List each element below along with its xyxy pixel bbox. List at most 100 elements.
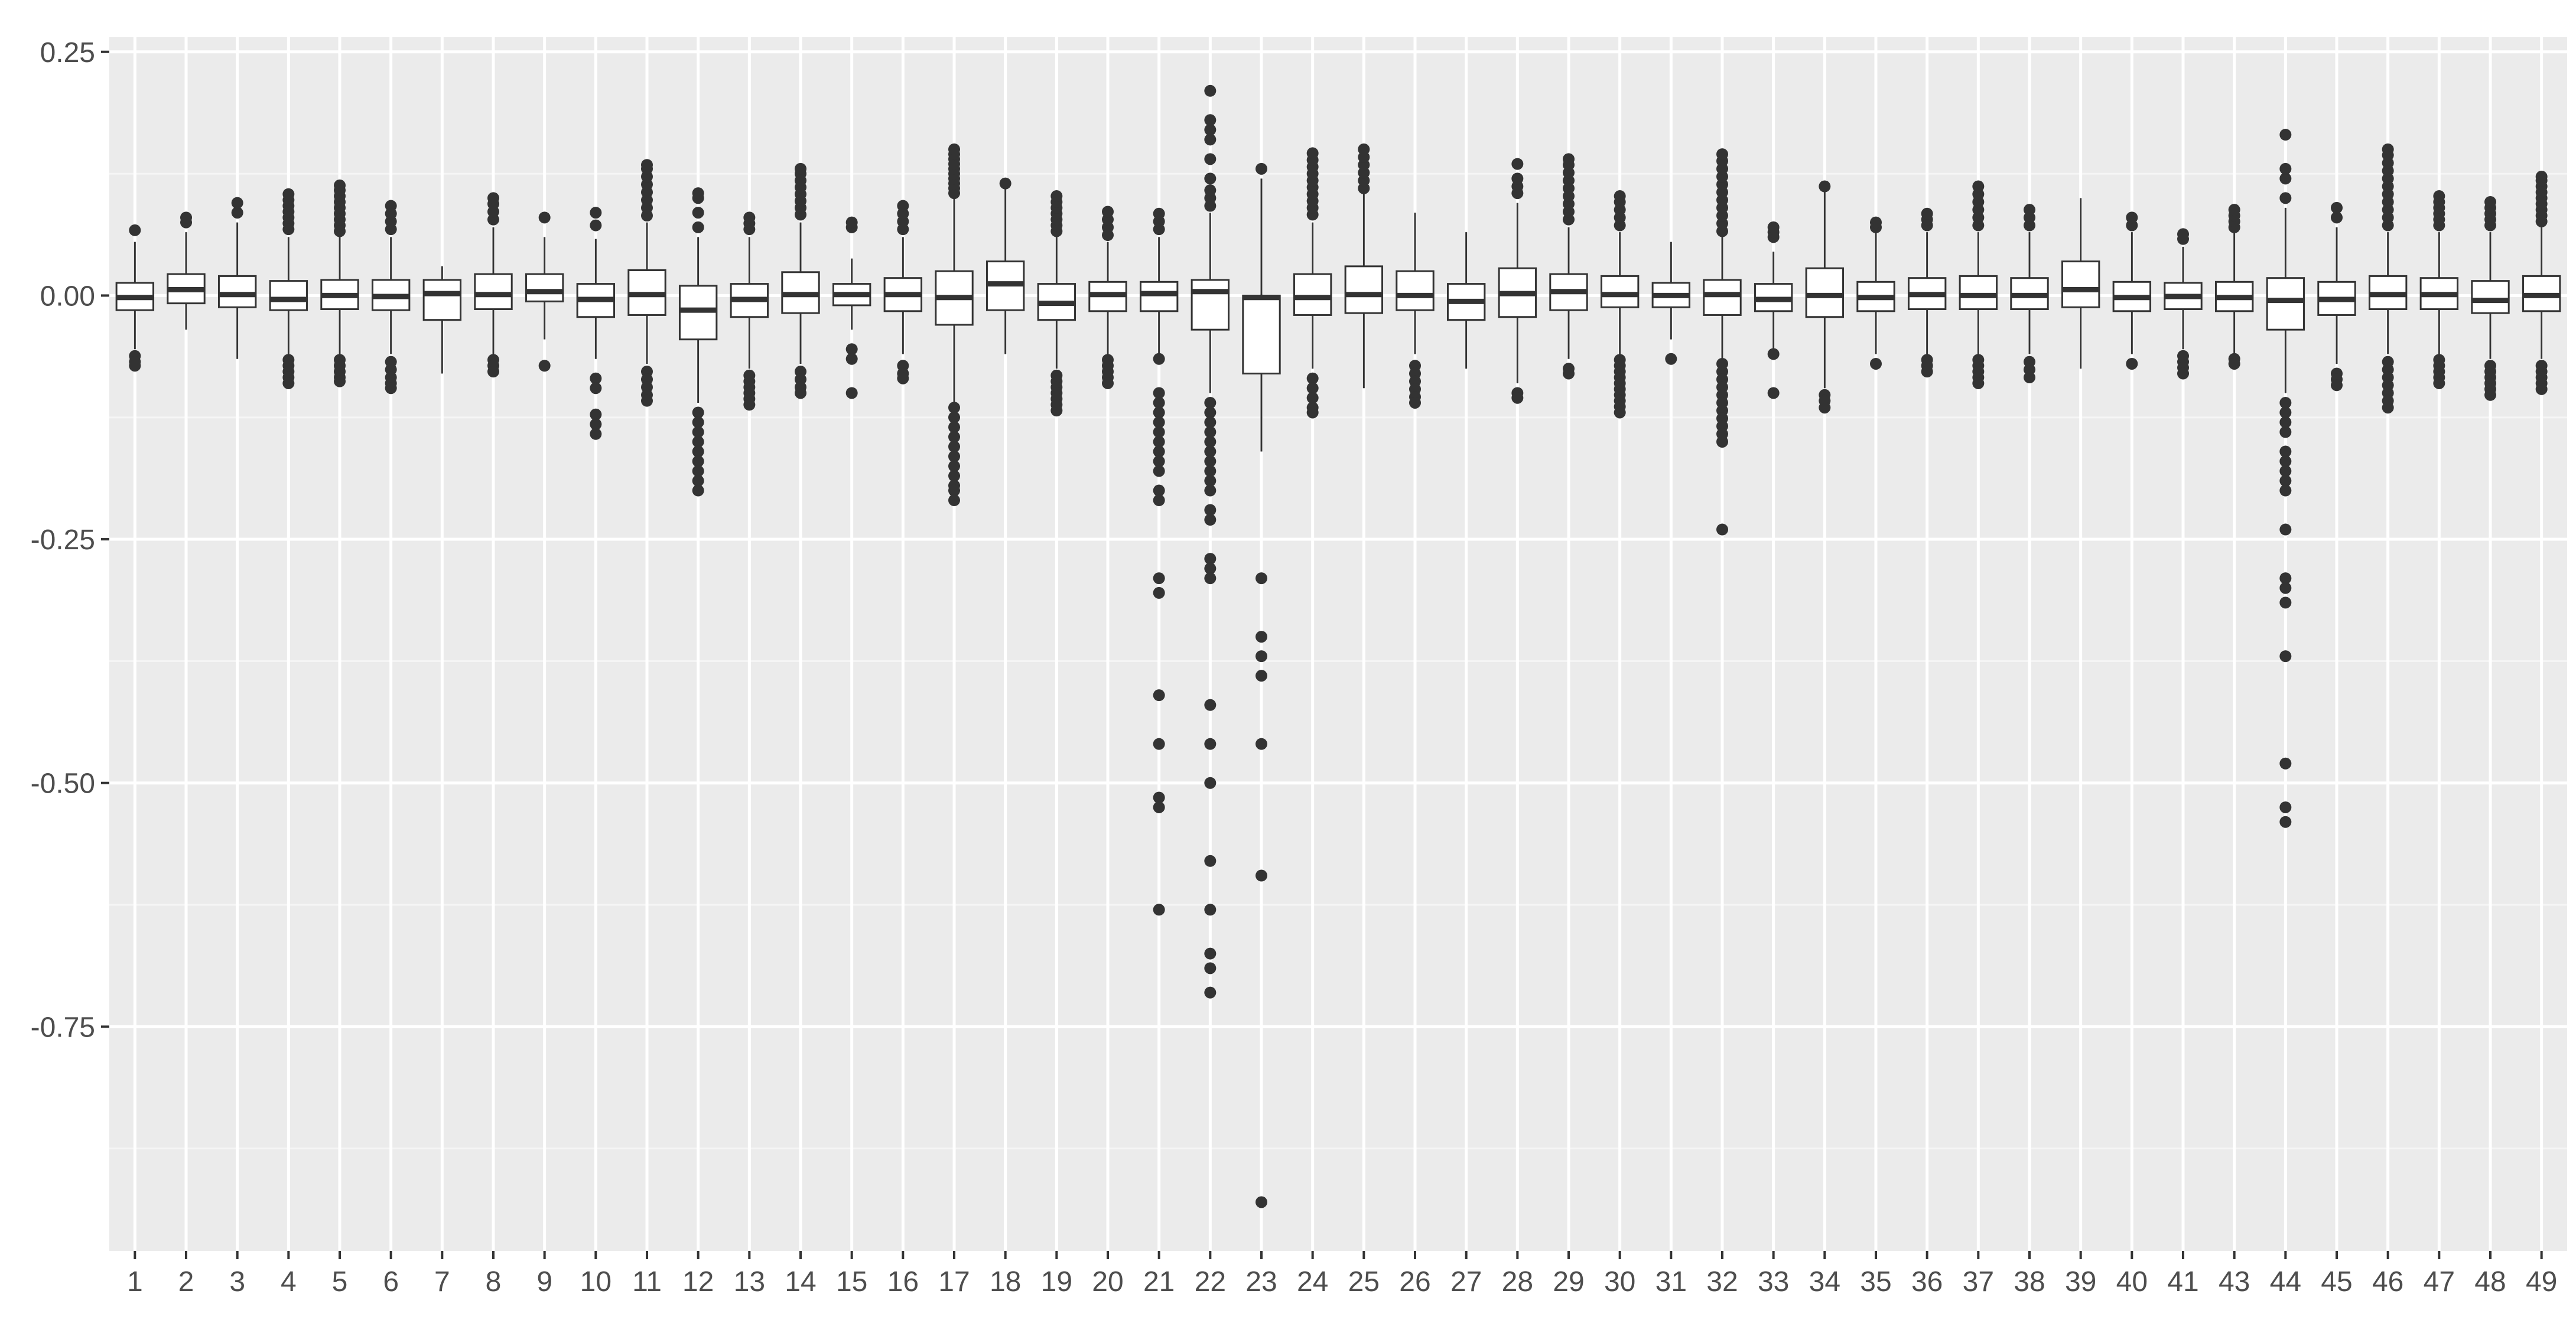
outlier-point <box>2279 416 2292 428</box>
box-15 <box>832 216 871 399</box>
x-tick-label: 24 <box>1297 1266 1328 1298</box>
outlier-point <box>1204 436 1217 448</box>
box-31 <box>1651 242 1691 365</box>
box-26 <box>1396 213 1435 409</box>
outlier-point <box>1511 158 1524 170</box>
outlier-point <box>2024 204 2035 216</box>
outlier-point <box>1204 84 1217 97</box>
box-5 <box>320 179 359 387</box>
box-32 <box>1703 148 1742 536</box>
outlier-point <box>948 143 960 155</box>
outlier-point <box>1153 904 1165 916</box>
box-40 <box>2112 211 2152 370</box>
outlier-point <box>590 372 602 384</box>
outlier-point <box>2279 801 2292 813</box>
outlier-point <box>180 211 192 224</box>
box-41 <box>2164 228 2203 380</box>
box-28 <box>1498 158 1537 404</box>
x-tick-label: 14 <box>785 1266 816 1298</box>
outlier-point <box>1409 396 1421 409</box>
y-tick-label: -0.75 <box>31 1012 95 1043</box>
outlier-point <box>2382 402 2394 414</box>
outlier-point <box>334 375 346 387</box>
iqr-box <box>1242 294 1281 374</box>
outlier-point <box>2126 357 2138 370</box>
outlier-point <box>2535 171 2548 183</box>
outlier-point <box>1153 465 1165 477</box>
x-tick-label: 39 <box>2065 1266 2096 1298</box>
x-tick-label: 35 <box>1860 1266 1891 1298</box>
y-tick-label: 0.00 <box>40 281 95 312</box>
outlier-point <box>1204 475 1217 487</box>
x-tick-label: 9 <box>536 1266 552 1298</box>
x-tick-label: 4 <box>281 1266 297 1298</box>
outlier-point <box>385 200 397 212</box>
outlier-point <box>538 211 551 224</box>
outlier-point <box>1921 366 1933 378</box>
outlier-point <box>487 192 499 204</box>
outlier-point <box>1204 114 1217 126</box>
x-tick-label: 43 <box>2219 1266 2250 1298</box>
x-tick-label: 6 <box>383 1266 399 1298</box>
outlier-point <box>2177 228 2189 240</box>
box-7 <box>422 266 462 374</box>
box-24 <box>1293 147 1332 419</box>
box-3 <box>217 197 257 359</box>
outlier-point <box>1767 387 1780 399</box>
outlier-point <box>2279 484 2292 497</box>
outlier-point <box>692 445 704 458</box>
y-axis: 0.25 0.00 -0.25 -0.50 -0.75 <box>31 37 109 1043</box>
outlier-point <box>1767 221 1780 233</box>
box-30 <box>1600 190 1640 419</box>
x-tick-label: 38 <box>2014 1266 2045 1298</box>
box-27 <box>1446 232 1486 369</box>
outlier-point <box>1204 123 1217 136</box>
x-tick-label: 28 <box>1502 1266 1533 1298</box>
x-tick-label: 5 <box>332 1266 348 1298</box>
x-tick-label: 37 <box>1963 1266 1994 1298</box>
outlier-point <box>1153 207 1165 220</box>
iqr-box <box>525 273 564 302</box>
outlier-point <box>1204 553 1217 565</box>
outlier-point <box>948 470 960 482</box>
outlier-point <box>1153 426 1165 438</box>
x-tick-label: 45 <box>2321 1266 2352 1298</box>
outlier-point <box>2331 211 2343 224</box>
outlier-point <box>1153 494 1165 507</box>
x-tick-label: 13 <box>734 1266 765 1298</box>
outlier-point <box>1204 962 1217 974</box>
iqr-box <box>2471 280 2510 314</box>
outlier-point <box>1306 392 1319 404</box>
iqr-box <box>1600 275 1640 308</box>
outlier-point <box>1614 190 1626 203</box>
outlier-point <box>1767 348 1780 360</box>
outlier-point <box>692 207 704 219</box>
x-tick-label: 12 <box>682 1266 714 1298</box>
outlier-point <box>1204 986 1217 999</box>
x-tick-label: 3 <box>229 1266 245 1298</box>
outlier-point <box>1153 353 1165 365</box>
box-13 <box>730 211 769 411</box>
x-tick-label: 26 <box>1399 1266 1430 1298</box>
x-tick-label: 1 <box>127 1266 143 1298</box>
iqr-box <box>1703 279 1742 316</box>
outlier-point <box>2279 426 2292 438</box>
outlier-point <box>1204 172 1217 185</box>
box-11 <box>627 159 666 407</box>
x-tick-label: 48 <box>2474 1266 2506 1298</box>
x-tick-label: 22 <box>1195 1266 1226 1298</box>
box-16 <box>883 200 923 384</box>
x-tick-label: 18 <box>990 1266 1021 1298</box>
outlier-point <box>590 382 602 395</box>
outlier-point <box>2279 465 2292 477</box>
outlier-point <box>1153 396 1165 409</box>
outlier-point <box>1204 699 1217 711</box>
x-tick-label: 7 <box>434 1266 450 1298</box>
outlier-point <box>1819 180 1831 193</box>
iqr-box <box>1139 281 1179 312</box>
box-44 <box>2266 129 2305 828</box>
outlier-point <box>897 200 909 212</box>
x-tick-label: 31 <box>1655 1266 1687 1298</box>
box-25 <box>1344 143 1384 389</box>
x-tick-label: 34 <box>1809 1266 1840 1298</box>
